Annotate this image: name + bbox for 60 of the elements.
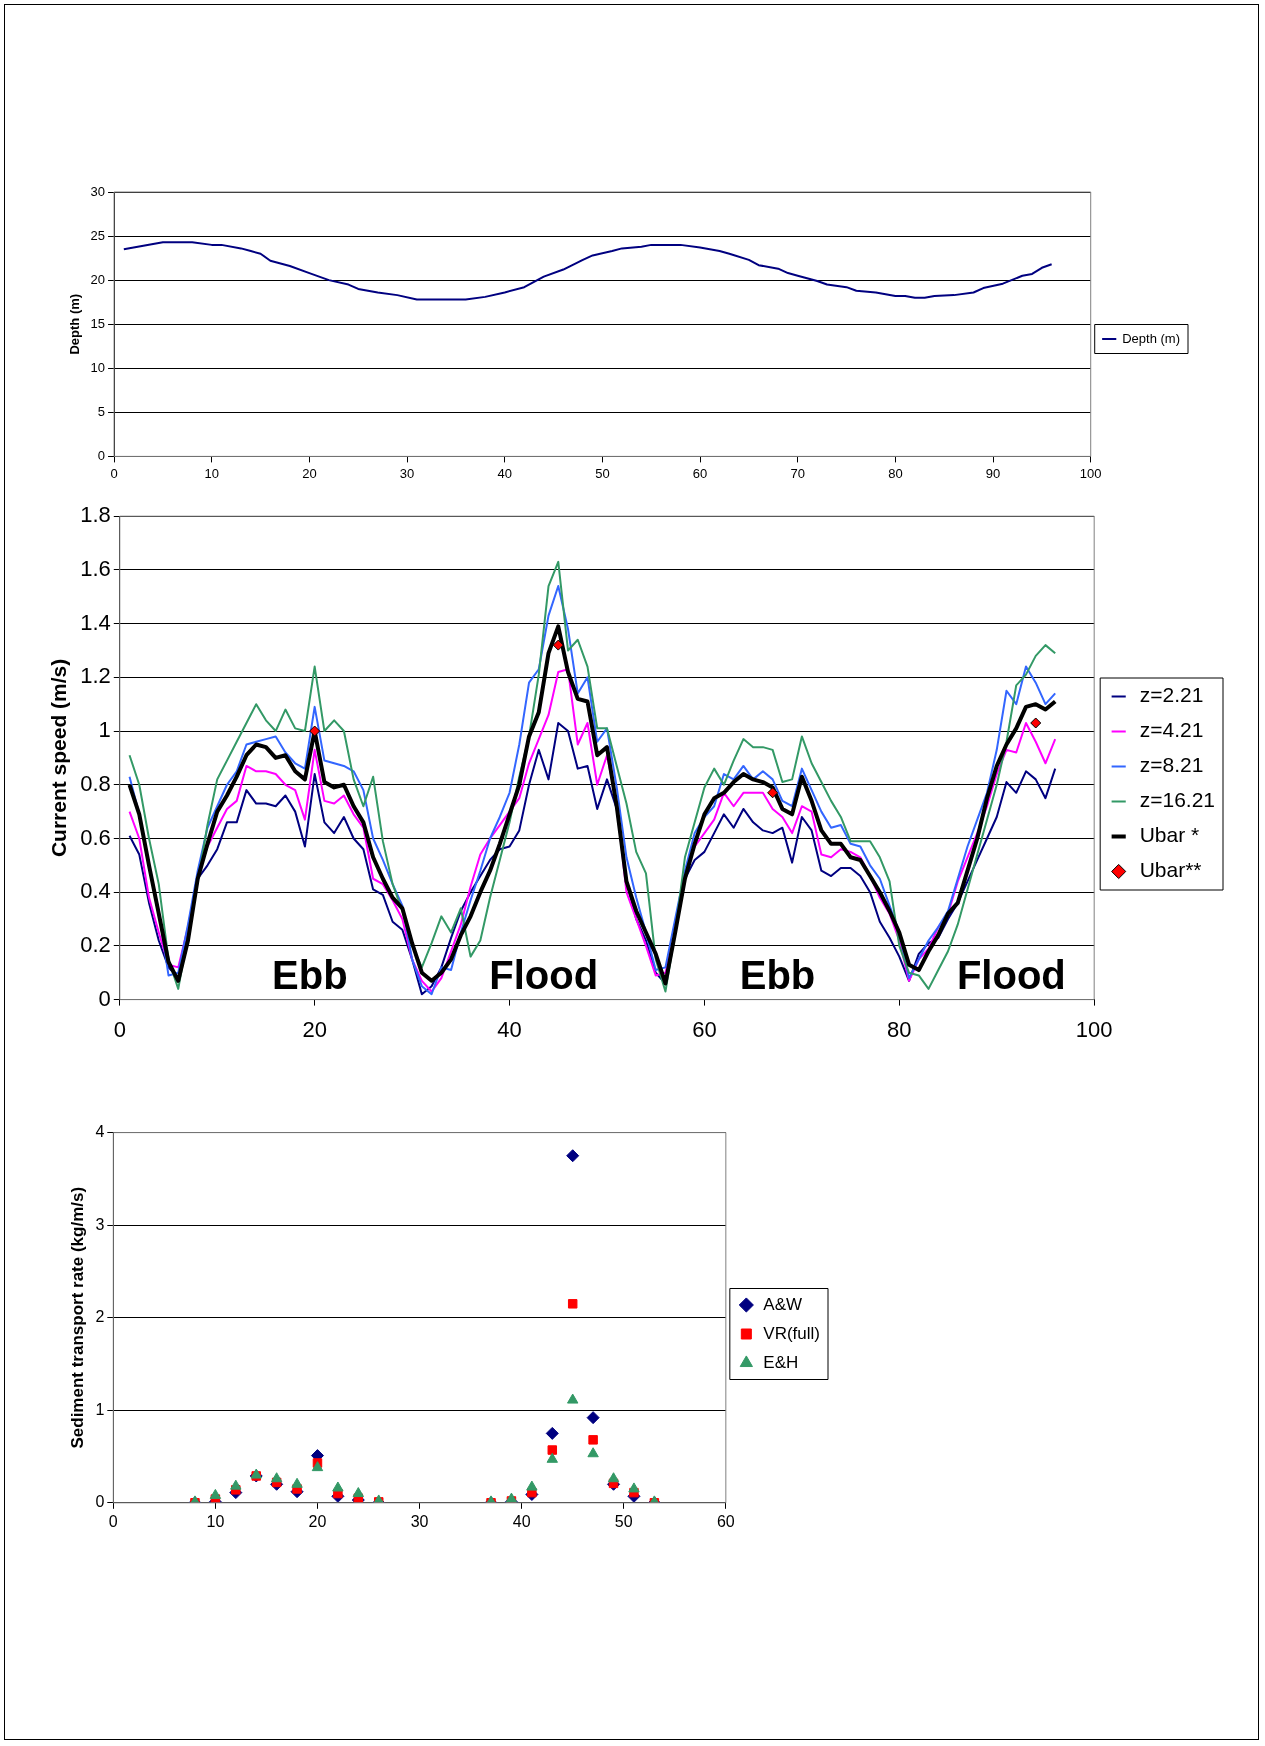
legend-label: Depth (m): [1122, 330, 1181, 346]
y-axis-title: Current speed (m/s): [47, 658, 71, 858]
x-tick-label: 40: [512, 1512, 531, 1530]
y-tick-label: 20: [90, 271, 106, 287]
y-tick-label: 10: [90, 359, 106, 375]
legend-label: Ubar**: [1139, 858, 1202, 882]
x-tick-label: 70: [790, 465, 805, 481]
y-tick-label: 30: [90, 183, 106, 199]
x-tick-label: 100: [1079, 465, 1102, 481]
legend-label: z=8.21: [1139, 753, 1204, 777]
legend-label: VR(full): [763, 1323, 820, 1343]
y-tick-label: 25: [90, 227, 106, 243]
y-tick-label: 1.8: [80, 502, 111, 528]
y-tick-label: 1: [95, 1400, 105, 1418]
y-tick-label: 4: [95, 1123, 105, 1141]
x-tick-label: 40: [497, 465, 512, 481]
x-tick-label: 60: [692, 1016, 717, 1042]
legend-label: z=16.21: [1139, 788, 1216, 812]
y-tick-label: 15: [90, 315, 106, 331]
x-tick-label: 90: [985, 465, 1001, 481]
y-tick-label: 1.6: [80, 555, 111, 581]
x-tick-label: 50: [614, 1512, 633, 1530]
y-tick-label: 3: [95, 1215, 105, 1233]
x-tick-label: 20: [308, 1512, 327, 1530]
legend-label: z=4.21: [1139, 718, 1204, 742]
y-axis-title: Sediment transport rate (kg/m/s): [67, 1186, 87, 1449]
legend-label: Ubar *: [1139, 823, 1200, 847]
y-tick-label: 0: [97, 447, 106, 463]
annotation: Flood: [489, 952, 599, 997]
legend-label: E&H: [763, 1352, 799, 1372]
x-tick-label: 10: [204, 465, 219, 481]
y-tick-label: 0: [98, 985, 111, 1011]
y-tick-label: 1.2: [80, 663, 111, 689]
x-tick-label: 20: [302, 465, 317, 481]
annotation: Ebb: [739, 952, 816, 997]
y-tick-label: 0.2: [80, 931, 111, 957]
legend-label: A&W: [763, 1294, 803, 1314]
x-tick-label: 80: [888, 465, 903, 481]
y-tick-label: 0.4: [80, 878, 111, 904]
x-tick-label: 40: [497, 1016, 522, 1042]
x-tick-label: 30: [410, 1512, 429, 1530]
x-tick-label: 60: [692, 465, 708, 481]
y-tick-label: 1: [98, 717, 111, 743]
y-tick-label: 0.6: [80, 824, 111, 850]
y-axis-title: Depth (m): [67, 293, 83, 355]
y-tick-label: 1.4: [80, 609, 111, 635]
x-tick-label: 100: [1075, 1016, 1113, 1042]
y-tick-label: 0: [95, 1493, 105, 1511]
y-tick-label: 2: [95, 1308, 105, 1326]
legend-label: z=2.21: [1139, 683, 1204, 707]
x-tick-label: 80: [887, 1016, 912, 1042]
x-tick-label: 30: [399, 465, 415, 481]
y-tick-label: 5: [97, 403, 106, 419]
x-tick-label: 50: [595, 465, 610, 481]
x-tick-label: 20: [302, 1016, 327, 1042]
annotation: Ebb: [272, 952, 348, 997]
y-tick-label: 0.8: [80, 770, 111, 796]
annotation: Flood: [956, 952, 1066, 997]
x-tick-label: 60: [716, 1512, 735, 1530]
x-tick-label: 10: [206, 1512, 225, 1530]
